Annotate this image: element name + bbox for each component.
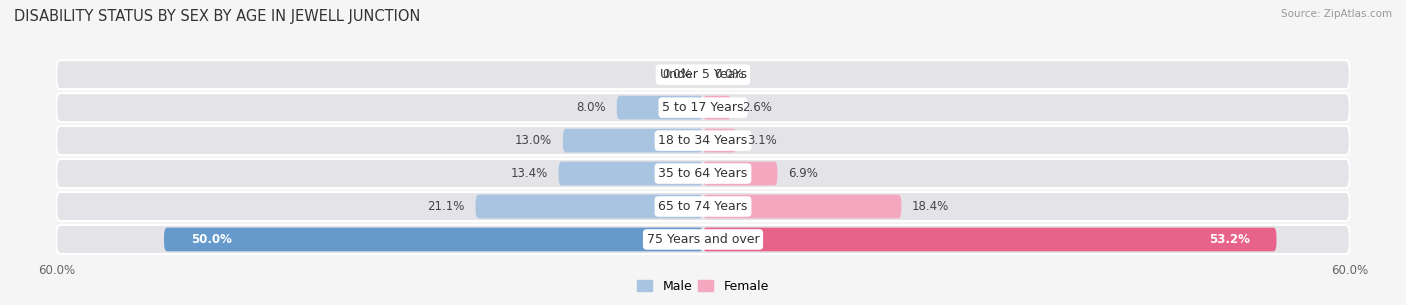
Text: 3.1%: 3.1%: [747, 134, 778, 147]
Text: 6.9%: 6.9%: [789, 167, 818, 180]
FancyBboxPatch shape: [475, 195, 703, 218]
Text: 50.0%: 50.0%: [191, 233, 232, 246]
Text: 5 to 17 Years: 5 to 17 Years: [662, 101, 744, 114]
FancyBboxPatch shape: [703, 96, 731, 120]
Text: Under 5 Years: Under 5 Years: [659, 68, 747, 81]
Legend: Male, Female: Male, Female: [633, 275, 773, 298]
FancyBboxPatch shape: [165, 228, 703, 251]
FancyBboxPatch shape: [562, 129, 703, 152]
FancyBboxPatch shape: [56, 225, 1350, 254]
FancyBboxPatch shape: [56, 60, 1350, 89]
Text: 18 to 34 Years: 18 to 34 Years: [658, 134, 748, 147]
FancyBboxPatch shape: [703, 162, 778, 185]
Text: 8.0%: 8.0%: [576, 101, 606, 114]
FancyBboxPatch shape: [703, 228, 1277, 251]
Text: DISABILITY STATUS BY SEX BY AGE IN JEWELL JUNCTION: DISABILITY STATUS BY SEX BY AGE IN JEWEL…: [14, 9, 420, 24]
FancyBboxPatch shape: [56, 192, 1350, 221]
FancyBboxPatch shape: [703, 129, 737, 152]
Text: 65 to 74 Years: 65 to 74 Years: [658, 200, 748, 213]
FancyBboxPatch shape: [56, 159, 1350, 188]
FancyBboxPatch shape: [56, 126, 1350, 155]
Text: 75 Years and over: 75 Years and over: [647, 233, 759, 246]
Text: 13.0%: 13.0%: [515, 134, 553, 147]
Text: 2.6%: 2.6%: [742, 101, 772, 114]
FancyBboxPatch shape: [558, 162, 703, 185]
Text: 13.4%: 13.4%: [510, 167, 548, 180]
Text: Source: ZipAtlas.com: Source: ZipAtlas.com: [1281, 9, 1392, 19]
Text: 0.0%: 0.0%: [714, 68, 744, 81]
Text: 0.0%: 0.0%: [662, 68, 692, 81]
FancyBboxPatch shape: [617, 96, 703, 120]
FancyBboxPatch shape: [703, 195, 901, 218]
Text: 35 to 64 Years: 35 to 64 Years: [658, 167, 748, 180]
FancyBboxPatch shape: [56, 93, 1350, 122]
Text: 21.1%: 21.1%: [427, 200, 465, 213]
Text: 53.2%: 53.2%: [1209, 233, 1250, 246]
Text: 18.4%: 18.4%: [912, 200, 949, 213]
